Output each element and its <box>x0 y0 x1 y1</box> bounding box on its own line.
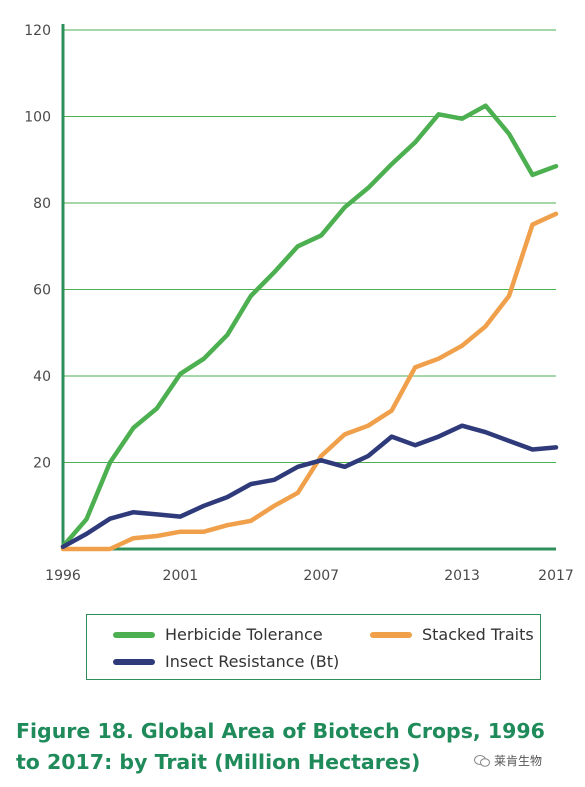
legend-swatch-insect-resistance <box>113 658 155 665</box>
y-tick-labels: 20 40 60 80 100 120 <box>24 23 51 472</box>
legend-item-herbicide-tolerance: Herbicide Tolerance <box>113 625 323 644</box>
legend-item-stacked-traits: Stacked Traits <box>370 625 534 644</box>
y-tick-label-20: 20 <box>33 456 51 472</box>
axes <box>61 24 556 551</box>
figure-caption-line-2: to 2017: by Trait (Million Hectares) <box>16 750 421 774</box>
chart: 20 40 60 80 100 120 1996 2001 2007 2013 2017 <box>24 23 574 584</box>
wechat-icon <box>474 754 490 767</box>
x-tick-label-2007: 2007 <box>303 568 339 584</box>
series-line-herbicide-tolerance <box>60 103 559 549</box>
legend-label-herbicide-tolerance: Herbicide Tolerance <box>165 625 323 644</box>
legend-label-stacked-traits: Stacked Traits <box>422 625 534 644</box>
series-lines <box>60 103 559 552</box>
y-tick-label-120: 120 <box>24 23 51 39</box>
watermark: 莱肯生物 <box>474 752 542 769</box>
series-line-stacked-traits <box>60 211 559 552</box>
y-tick-label-60: 60 <box>33 283 51 299</box>
series-line-insect-resistance-bt <box>60 423 559 550</box>
x-tick-labels: 1996 2001 2007 2013 2017 <box>45 568 574 584</box>
legend-swatch-herbicide-tolerance <box>113 631 155 638</box>
figure-caption: Figure 18. Global Area of Biotech Crops,… <box>16 716 576 778</box>
x-tick-label-1996: 1996 <box>45 568 81 584</box>
gridlines <box>63 29 556 463</box>
watermark-text: 莱肯生物 <box>494 754 543 768</box>
x-tick-label-2017: 2017 <box>538 568 574 584</box>
y-tick-label-100: 100 <box>24 110 51 126</box>
legend: Herbicide Tolerance Stacked Traits Insec… <box>86 614 541 680</box>
y-tick-label-40: 40 <box>33 369 51 385</box>
x-tick-label-2013: 2013 <box>444 568 480 584</box>
legend-label-insect-resistance: Insect Resistance (Bt) <box>165 652 340 671</box>
x-tick-label-2001: 2001 <box>163 568 199 584</box>
y-tick-label-80: 80 <box>33 196 51 212</box>
legend-item-insect-resistance: Insect Resistance (Bt) <box>113 652 339 671</box>
legend-swatch-stacked-traits <box>370 631 412 638</box>
figure-caption-line-1: Figure 18. Global Area of Biotech Crops,… <box>16 719 545 743</box>
